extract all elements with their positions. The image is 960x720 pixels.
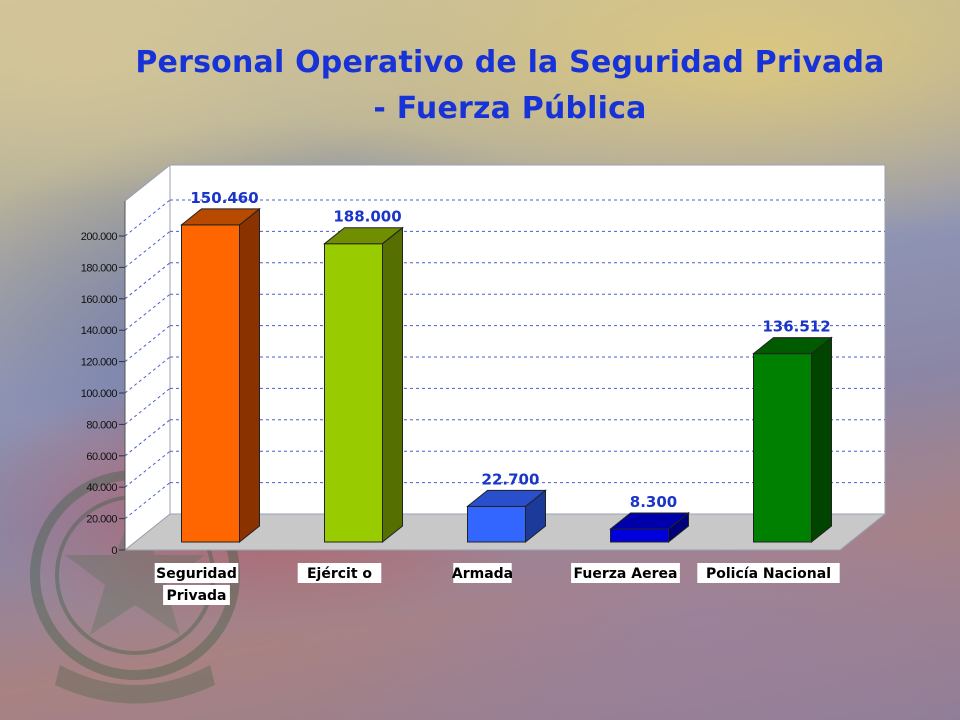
- data-label: 188.000: [333, 208, 401, 226]
- grid-line-side: [124, 450, 171, 488]
- y-tick-label: 140.000: [81, 325, 118, 337]
- grid-line-side: [124, 388, 171, 425]
- bar-front: [467, 505, 526, 543]
- data-label: 22.700: [482, 470, 540, 488]
- data-label: 136.512: [762, 318, 830, 336]
- bar-side: [382, 226, 403, 544]
- y-tick-label: 0: [111, 545, 117, 557]
- category-label: Policía Nacional: [706, 566, 831, 582]
- category-label: Seguridad: [156, 566, 237, 582]
- grid-line-side: [124, 231, 171, 268]
- grid-line-side: [124, 356, 171, 394]
- chart-title: Personal Operativo de la Seguridad Priva…: [100, 40, 920, 132]
- category-label: Privada: [166, 588, 226, 604]
- bar: [609, 511, 690, 544]
- category-label: Ejércit o: [307, 566, 372, 582]
- chart-title-line-2: - Fuerza Pública: [373, 91, 647, 126]
- grid-line-side: [124, 419, 171, 457]
- category-label-box: [453, 563, 512, 583]
- y-tick-label: 80.000: [86, 419, 117, 431]
- bar-side: [811, 336, 832, 544]
- side-wall: [124, 163, 171, 552]
- bar-top: [609, 512, 690, 530]
- bar-front: [753, 353, 812, 543]
- data-label: 150.460: [190, 189, 258, 207]
- bar-side: [239, 207, 260, 544]
- category-label-box: [571, 563, 680, 583]
- bar-top: [180, 208, 261, 226]
- bar: [466, 489, 547, 544]
- bars: [180, 207, 833, 544]
- bar-front: [324, 243, 383, 543]
- grid-line-side: [124, 262, 171, 300]
- y-tick-label: 100.000: [81, 388, 118, 400]
- y-tick-label: 160.000: [81, 294, 118, 306]
- y-tick-label: 40.000: [86, 482, 117, 494]
- y-tick-label: 120.000: [81, 357, 118, 369]
- y-tick-label: 180.000: [81, 262, 118, 274]
- y-tick-label: 200.000: [81, 231, 118, 243]
- x-axis-categories: Seguridad Privada Ejércit o Armada Fuerza Ae…: [154, 563, 840, 605]
- data-label: 8.300: [630, 493, 677, 511]
- bar: [323, 226, 404, 544]
- category-label: Fuerza Aerea: [574, 566, 678, 582]
- grid-line-side: [124, 199, 171, 237]
- category-label-box: [154, 563, 239, 583]
- category-label: Armada: [452, 566, 513, 582]
- y-tick-label: 60.000: [86, 451, 117, 463]
- bar-top: [752, 337, 833, 355]
- bar-front: [610, 528, 669, 543]
- bar-front: [181, 224, 240, 543]
- y-tick-label: 20.000: [86, 514, 117, 526]
- bar: [752, 336, 833, 544]
- grid-line-side: [124, 325, 171, 362]
- data-labels: 150.460 188.000 22.700 8.300 136.512: [190, 189, 830, 511]
- category-label-box: [297, 563, 382, 583]
- y-axis-ticks: 0 20.000 40.000 60.000 80.000 100.000 120.000 1…: [81, 201, 126, 557]
- bar-top: [323, 227, 404, 245]
- category-label-box: [163, 585, 230, 605]
- bar: [180, 207, 261, 544]
- bar-top: [466, 489, 547, 507]
- grid-line-side: [124, 482, 171, 519]
- grid-line-side: [124, 293, 171, 331]
- category-label-box: [697, 563, 840, 583]
- chart-title-line-1: Personal Operativo de la Seguridad Priva…: [135, 45, 885, 80]
